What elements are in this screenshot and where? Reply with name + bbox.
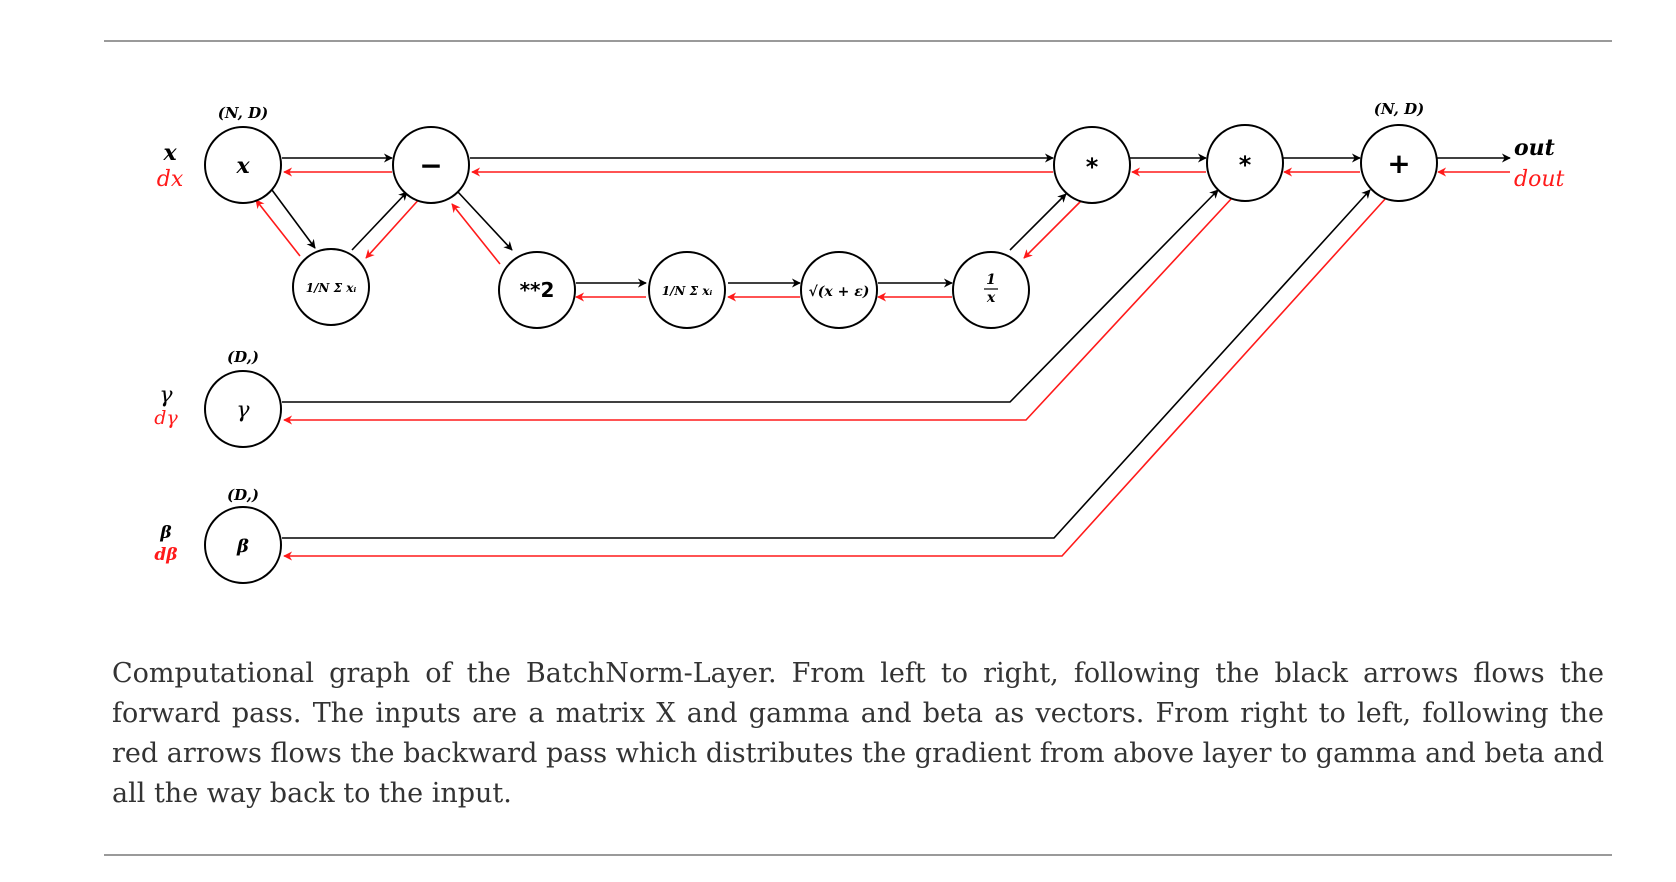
node-minus: − <box>392 126 470 204</box>
label-dout: dout <box>1514 167 1564 192</box>
grad-minus-to-mean1 <box>365 195 423 259</box>
svg-text:**2: **2 <box>520 278 555 302</box>
svg-text:*: * <box>1239 151 1252 179</box>
node-inverse: 1 x <box>952 251 1030 329</box>
svg-text:γ: γ <box>236 398 250 423</box>
grad-mean1-to-x <box>255 199 301 257</box>
grad-mul2-to-gamma <box>283 197 1233 425</box>
figure-caption: Computational graph of the BatchNorm-Lay… <box>112 658 1604 809</box>
backward-edges <box>255 167 1510 561</box>
label-dx: dx <box>157 167 184 192</box>
grad-sq-to-minus <box>451 203 501 265</box>
grad-mul1-to-inv <box>1023 199 1083 259</box>
shape-out: (N, D) <box>1374 100 1424 118</box>
grad-plus-to-beta <box>283 197 1387 561</box>
shape-x: (N, D) <box>218 104 268 122</box>
node-multiply-1: * <box>1053 126 1131 204</box>
svg-text:β: β <box>236 536 249 557</box>
node-plus: + <box>1360 124 1438 202</box>
svg-text:1/N Σ xᵢ: 1/N Σ xᵢ <box>306 281 357 295</box>
svg-text:1: 1 <box>986 272 996 288</box>
bottom-divider <box>104 854 1612 856</box>
label-gamma: γ <box>159 383 173 408</box>
label-dbeta: dβ <box>154 545 177 565</box>
edge-mean1-to-minus <box>351 191 408 251</box>
batchnorm-computational-graph: x 1/N Σ xᵢ − **2 1/N Σ xᵢ √(x + ε) 1 x *… <box>154 100 1564 584</box>
edge-x-to-mean1 <box>271 189 316 249</box>
label-dgamma: dγ <box>154 407 178 429</box>
edge-gamma-to-mul2 <box>282 189 1219 403</box>
edge-beta-to-plus <box>282 189 1371 539</box>
svg-text:√(x + ε): √(x + ε) <box>809 284 870 300</box>
shape-beta: (D,) <box>227 486 259 504</box>
label-beta: β <box>159 523 171 543</box>
forward-edges <box>271 153 1511 539</box>
top-divider <box>104 40 1612 42</box>
edge-inv-to-mul1 <box>1009 193 1067 251</box>
shape-gamma: (D,) <box>227 348 259 366</box>
edge-minus-to-sq <box>457 191 513 251</box>
node-beta: β <box>204 506 282 584</box>
label-out: out <box>1514 135 1555 161</box>
label-x: x <box>162 140 177 166</box>
svg-text:−: − <box>419 149 442 182</box>
node-mean1: 1/N Σ xᵢ <box>292 248 370 326</box>
svg-text:1/N Σ xᵢ: 1/N Σ xᵢ <box>662 284 713 298</box>
svg-text:+: + <box>1387 147 1410 180</box>
node-square: **2 <box>498 251 576 329</box>
node-mean2: 1/N Σ xᵢ <box>648 251 726 329</box>
svg-text:x: x <box>986 290 996 306</box>
svg-text:*: * <box>1086 153 1099 181</box>
svg-text:x: x <box>235 153 250 179</box>
node-gamma: γ <box>204 370 282 448</box>
node-multiply-2: * <box>1206 124 1284 202</box>
node-sqrt: √(x + ε) <box>800 251 878 329</box>
node-x: x <box>204 126 282 204</box>
